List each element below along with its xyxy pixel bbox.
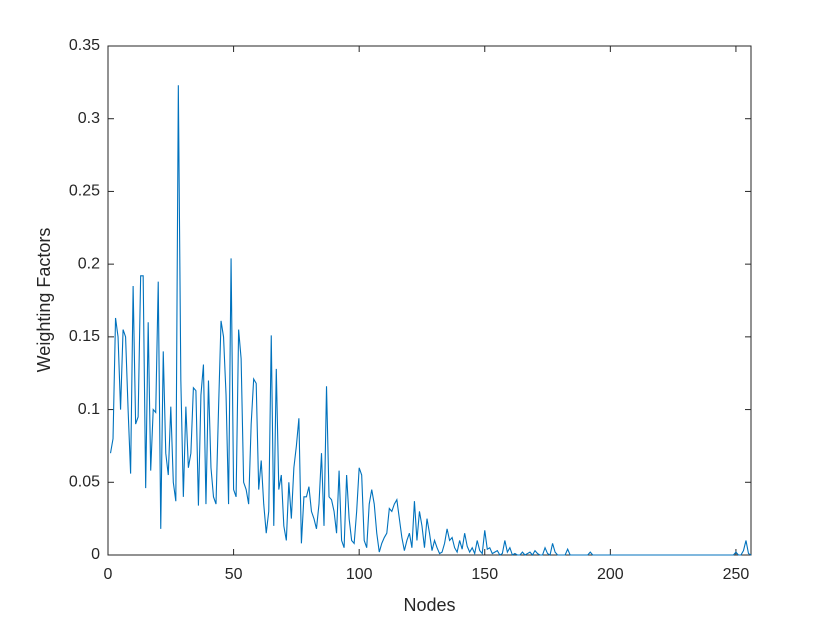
y-tick-label: 0.25: [69, 183, 100, 200]
data-line: [109, 85, 752, 556]
x-tick-label: 150: [471, 566, 498, 583]
x-tick-label: 0: [104, 566, 113, 583]
x-tick-label: 100: [346, 566, 373, 583]
y-tick-label: 0.15: [69, 328, 100, 345]
y-tick-label: 0.2: [78, 255, 100, 272]
y-axis-label: Weighting Factors: [34, 228, 54, 373]
plot-frame: [107, 45, 752, 556]
y-tick-label: 0.3: [78, 110, 100, 127]
x-axis-label: Nodes: [403, 595, 455, 615]
x-tick-label: 250: [723, 566, 750, 583]
x-tick-label: 200: [597, 566, 624, 583]
x-tick-label: 50: [225, 566, 243, 583]
y-tick-label: 0.05: [69, 474, 100, 491]
y-tick-label: 0.35: [69, 37, 100, 54]
y-tick-label: 0.1: [78, 401, 100, 418]
y-tick-label: 0: [91, 546, 100, 563]
